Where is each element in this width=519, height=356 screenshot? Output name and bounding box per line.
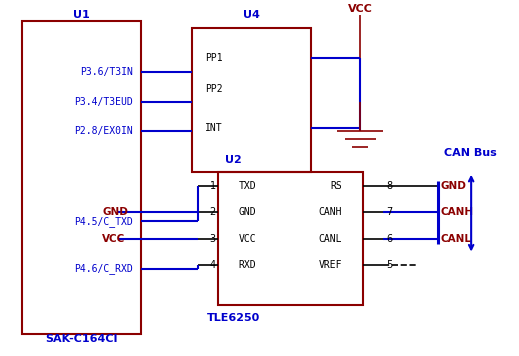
Bar	[22, 21, 141, 334]
Text: VCC: VCC	[102, 234, 125, 244]
Text: 5: 5	[386, 260, 392, 270]
Text: P4.6/C_RXD: P4.6/C_RXD	[74, 263, 133, 274]
Text: INT: INT	[206, 123, 223, 133]
Text: VCC: VCC	[239, 234, 256, 244]
Text: 4: 4	[210, 260, 215, 270]
Text: 3: 3	[210, 234, 215, 244]
Text: TLE6250: TLE6250	[207, 313, 261, 323]
Text: 7: 7	[386, 207, 392, 217]
Text: CAN Bus: CAN Bus	[444, 147, 497, 157]
Text: P2.8/EX0IN: P2.8/EX0IN	[74, 126, 133, 136]
Text: GND: GND	[102, 207, 128, 217]
Text: U1: U1	[73, 10, 90, 20]
Text: CANL: CANL	[440, 234, 471, 244]
Text: P3.4/T3EUD: P3.4/T3EUD	[74, 96, 133, 106]
Text: 1: 1	[210, 181, 215, 191]
Text: GND: GND	[440, 181, 466, 191]
Text: U4: U4	[243, 10, 260, 20]
Bar	[193, 28, 311, 172]
Text: GND: GND	[239, 207, 256, 217]
Text: VCC: VCC	[348, 4, 373, 14]
Text: CANH: CANH	[319, 207, 342, 217]
Text: PP1: PP1	[206, 53, 223, 63]
Text: 8: 8	[386, 181, 392, 191]
Text: 2: 2	[209, 207, 215, 217]
Text: U2: U2	[225, 155, 242, 164]
Text: SAK-C164CI: SAK-C164CI	[45, 334, 118, 344]
Bar	[218, 172, 363, 305]
Text: RXD: RXD	[239, 260, 256, 270]
Text: PP2: PP2	[206, 84, 223, 94]
Text: CANL: CANL	[319, 234, 342, 244]
Text: P3.6/T3IN: P3.6/T3IN	[80, 67, 133, 77]
Text: 6: 6	[386, 234, 392, 244]
Text: RS: RS	[331, 181, 342, 191]
Text: TXD: TXD	[239, 181, 256, 191]
Text: CANH: CANH	[440, 207, 473, 217]
Text: VREF: VREF	[319, 260, 342, 270]
Text: P4.5/C_TXD: P4.5/C_TXD	[74, 216, 133, 226]
